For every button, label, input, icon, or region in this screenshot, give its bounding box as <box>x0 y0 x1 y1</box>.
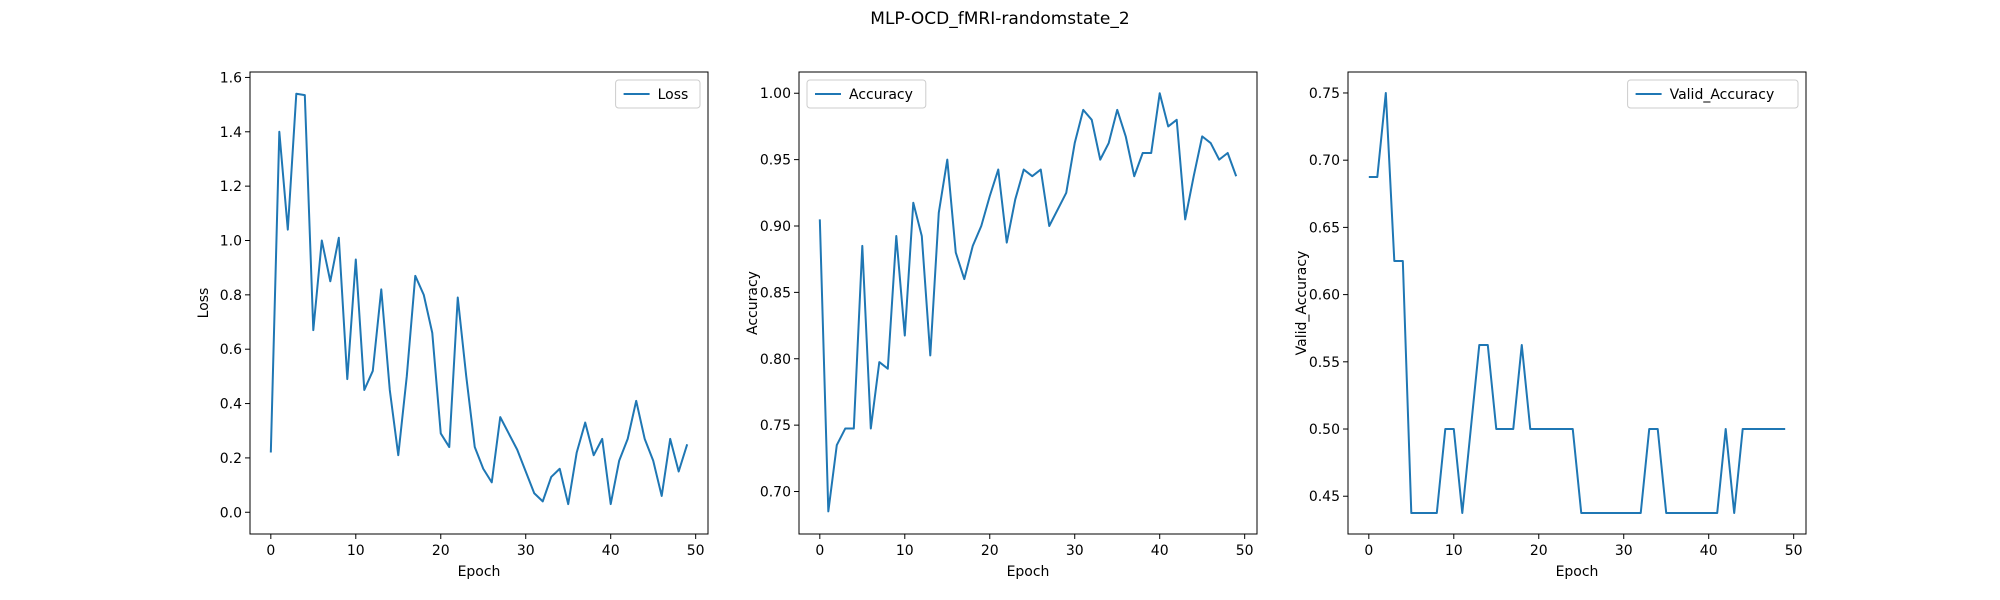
y-tick-label: 0.70 <box>1309 153 1340 169</box>
y-tick-label: 0.60 <box>1309 288 1340 304</box>
y-tick-label: 0.0 <box>220 505 242 521</box>
y-tick-label: 0.75 <box>760 418 791 434</box>
axes-frame <box>249 71 709 535</box>
x-tick-label: 40 <box>1700 543 1718 559</box>
x-tick-label: 40 <box>602 543 620 559</box>
series-line-valid_accuracy <box>1368 91 1786 515</box>
x-tick-label: 10 <box>347 543 365 559</box>
y-tick-label: 0.95 <box>760 153 791 169</box>
axes-frame <box>798 71 1258 535</box>
x-axis-label: Epoch <box>1007 564 1050 580</box>
y-tick-label: 0.65 <box>1309 220 1340 236</box>
y-tick-label: 0.50 <box>1309 422 1340 438</box>
legend-box <box>615 79 701 109</box>
y-tick-label: 0.90 <box>760 219 791 235</box>
x-tick-label: 50 <box>1236 543 1254 559</box>
y-tick-label: 1.6 <box>220 70 242 86</box>
x-tick-label: 0 <box>266 543 275 559</box>
y-tick-label: 0.55 <box>1309 355 1340 371</box>
x-tick-label: 20 <box>981 543 999 559</box>
y-tick-label: 1.00 <box>760 86 791 102</box>
series-line-loss <box>269 92 689 506</box>
y-tick-label: 1.4 <box>220 125 242 141</box>
x-tick-label: 10 <box>896 543 914 559</box>
y-tick-label: 0.45 <box>1309 489 1340 505</box>
x-tick-label: 20 <box>432 543 450 559</box>
legend-box <box>1627 79 1799 109</box>
legend: Accuracy <box>806 79 927 109</box>
y-axis-label: Valid_Accuracy <box>1294 251 1310 356</box>
x-axis-label: Epoch <box>1556 564 1599 580</box>
legend-label: Valid_Accuracy <box>1670 87 1775 103</box>
x-tick-label: 50 <box>1785 543 1803 559</box>
y-tick-label: 0.4 <box>220 397 242 413</box>
subplots: 0 10 20 30 40 50 0.0 0.2 0.4 0.6 0.8 1.0 1.2 1.4 1.6 Ep… <box>196 70 1807 580</box>
axes-frame <box>1347 71 1807 535</box>
figure-title: MLP-OCD_fMRI-randomstate_2 <box>870 9 1129 29</box>
y-tick-label: 0.6 <box>220 342 242 358</box>
y-tick-label: 1.2 <box>220 179 242 195</box>
y-axis-label: Loss <box>196 288 212 319</box>
subplot-2: 0 10 20 30 40 50 0.70 0.75 0.80 0.85 0.90 0.95 1.00 E… <box>745 71 1258 580</box>
subplot-1: 0 10 20 30 40 50 0.0 0.2 0.4 0.6 0.8 1.0 1.2 1.4 1.6 Ep… <box>196 70 709 580</box>
y-tick-label: 0.80 <box>760 352 791 368</box>
y-tick-label: 1.0 <box>220 233 242 249</box>
legend-label: Accuracy <box>849 87 913 103</box>
legend: Loss <box>615 79 701 109</box>
x-tick-label: 50 <box>687 543 705 559</box>
y-axis-label: Accuracy <box>745 271 761 335</box>
x-tick-label: 0 <box>1364 543 1373 559</box>
x-tick-label: 40 <box>1151 543 1169 559</box>
series-line-accuracy <box>818 92 1238 513</box>
x-tick-label: 10 <box>1445 543 1463 559</box>
legend-label: Loss <box>658 87 689 103</box>
x-tick-label: 20 <box>1530 543 1548 559</box>
y-tick-label: 0.70 <box>760 485 791 501</box>
legend-box <box>806 79 927 109</box>
subplot-3: 0 10 20 30 40 50 0.45 0.50 0.55 0.60 0.65 0.70 0.75 E… <box>1294 71 1807 580</box>
x-tick-label: 0 <box>815 543 824 559</box>
x-axis-label: Epoch <box>458 564 501 580</box>
x-tick-label: 30 <box>1066 543 1084 559</box>
y-tick-label: 0.75 <box>1309 86 1340 102</box>
y-tick-label: 0.8 <box>220 288 242 304</box>
y-tick-label: 0.85 <box>760 285 791 301</box>
x-tick-label: 30 <box>517 543 535 559</box>
legend: Valid_Accuracy <box>1627 79 1799 109</box>
y-tick-label: 0.2 <box>220 451 242 467</box>
x-tick-label: 30 <box>1615 543 1633 559</box>
